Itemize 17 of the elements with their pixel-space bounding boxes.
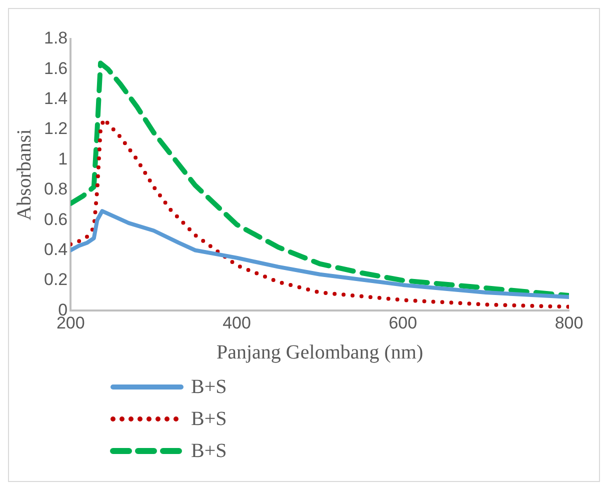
y-tick-label: 0.8	[44, 180, 68, 199]
legend-label: B+S	[191, 440, 227, 462]
x-tick-label: 400	[222, 313, 251, 332]
y-tick-label: 1.6	[44, 58, 68, 78]
y-axis-title: Absorbansi	[13, 128, 36, 220]
x-tick-label: 800	[554, 313, 584, 332]
legend-label: B+S	[191, 408, 227, 430]
y-tick-label: 1.4	[44, 89, 68, 108]
y-tick-label: 0.2	[44, 270, 68, 290]
y-tick-label: 0.4	[44, 240, 68, 259]
y-tick-label: 1.2	[44, 119, 68, 138]
x-tick-label: 600	[388, 313, 418, 332]
y-tick-label: 1	[58, 149, 68, 168]
y-tick-label: 1.8	[44, 28, 68, 48]
y-tick-label: 0.6	[44, 210, 68, 229]
x-axis-title: Panjang Gelombang (nm)	[216, 341, 424, 364]
legend-label: B+S	[191, 376, 227, 398]
